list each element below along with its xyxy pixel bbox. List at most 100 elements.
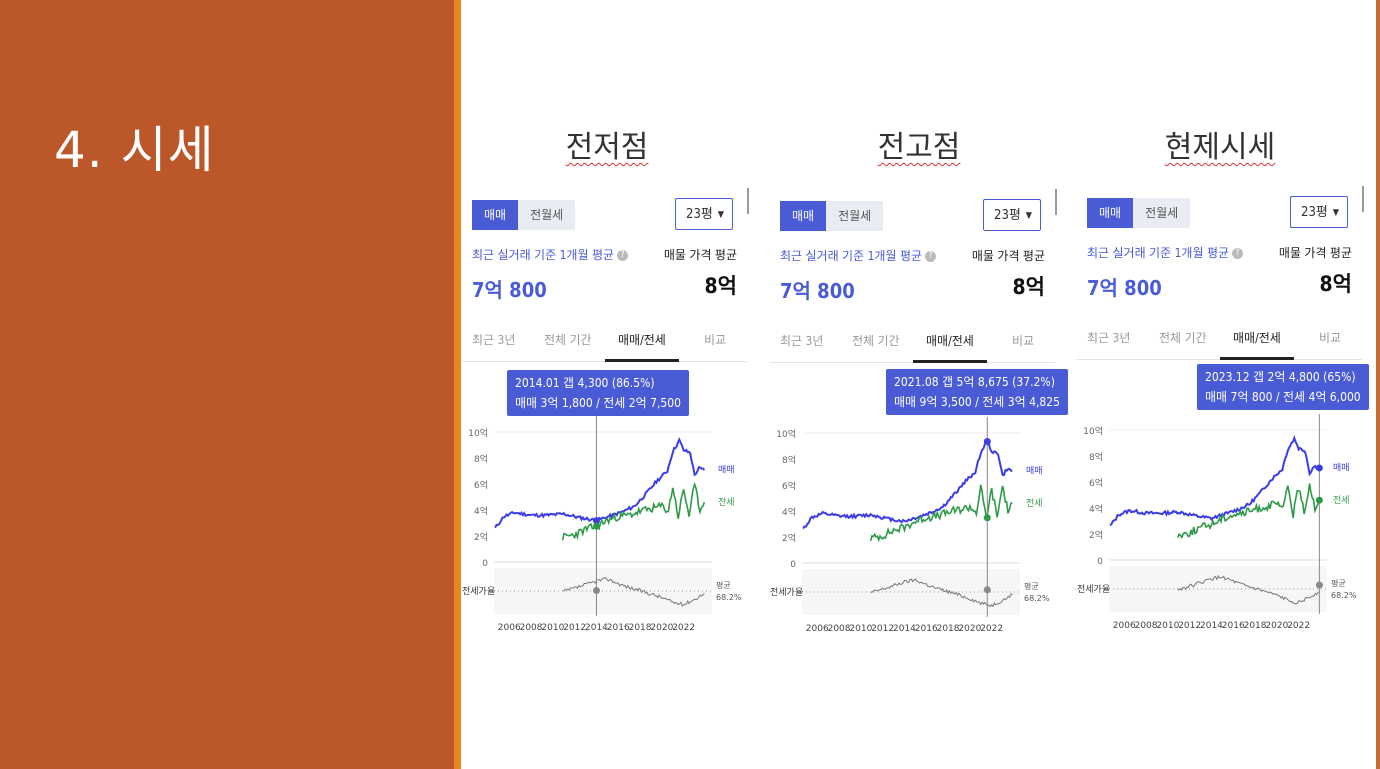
help-icon[interactable]: ? xyxy=(617,250,629,261)
y-tick-label: 10억 xyxy=(468,427,488,439)
x-tick-label: 2012 xyxy=(563,623,586,633)
tooltip-line-1: 2014.01 갭 4,300 (86.5%) xyxy=(515,376,655,390)
scrollbar[interactable] xyxy=(747,188,749,214)
x-tick-label: 2022 xyxy=(1287,621,1310,631)
y-tick-label: 8억 xyxy=(1089,451,1103,463)
tab-rent[interactable]: 전월세 xyxy=(1145,206,1179,220)
y-tick-label: 2억 xyxy=(1089,529,1103,541)
trade-type-toggle[interactable]: 매매 전월세 xyxy=(1087,198,1191,228)
tab-rent[interactable]: 전월세 xyxy=(530,208,564,222)
legend-buy: 매매 xyxy=(718,465,735,476)
period-tabs: 최근 3년 전체 기간 매매/전세 비교 xyxy=(1077,317,1362,360)
y-tick-label: 2억 xyxy=(474,531,488,543)
ask-price-label: 매물 가격 평균 xyxy=(663,248,737,262)
x-tick-label: 2018 xyxy=(629,623,652,633)
price-chart[interactable]: 10억8억6억4억2억0전세가율평균68.2%20062008201020122… xyxy=(462,416,747,636)
chevron-down-icon: ▼ xyxy=(1025,211,1032,221)
tab-recent-3y[interactable]: 최근 3년 xyxy=(472,333,516,347)
x-tick-label: 2008 xyxy=(828,624,851,634)
y-tick-label: 6억 xyxy=(1089,477,1103,489)
chevron-down-icon: ▼ xyxy=(1332,208,1339,218)
tooltip-line-2: 매매 3억 1,800 / 전세 2억 7,500 xyxy=(515,396,681,410)
x-tick-label: 2014 xyxy=(1200,621,1223,631)
x-tick-label: 2012 xyxy=(1178,621,1201,631)
active-tab-indicator xyxy=(605,359,679,362)
x-tick-label: 2014 xyxy=(585,623,608,633)
chart-tooltip: 2023.12 갭 2억 4,800 (65%) 매매 7억 800 / 전세 … xyxy=(1197,364,1369,410)
series-line-jeonse xyxy=(561,481,706,541)
accent-stripe xyxy=(454,0,461,769)
legend-jeonse: 전세 xyxy=(1026,498,1043,509)
tab-buy[interactable]: 매매 xyxy=(1087,198,1134,228)
tab-recent-3y[interactable]: 최근 3년 xyxy=(780,334,824,348)
size-select-value: 23평 xyxy=(1301,205,1328,220)
y-tick-label: 8억 xyxy=(782,454,796,466)
trade-type-toggle[interactable]: 매매 전월세 xyxy=(780,201,884,231)
x-tick-label: 2006 xyxy=(1113,621,1136,631)
tooltip-line-2: 매매 9억 3,500 / 전세 3억 4,825 xyxy=(894,395,1060,409)
ratio-label: 전세가율 xyxy=(462,586,495,597)
price-chart[interactable]: 10억8억6억4억2억0전세가율평균68.2%20062008201020122… xyxy=(770,417,1055,637)
chart-tooltip: 2021.08 갭 5억 8,675 (37.2%) 매매 9억 3,500 /… xyxy=(886,369,1068,415)
tab-compare[interactable]: 비교 xyxy=(1012,334,1035,348)
avg-label: 평균 xyxy=(716,580,731,590)
size-select-value: 23평 xyxy=(994,208,1021,223)
y-tick-label: 4억 xyxy=(782,506,796,518)
tab-compare[interactable]: 비교 xyxy=(1319,331,1342,345)
y-tick-label: 6억 xyxy=(474,479,488,491)
size-select[interactable]: 23평 ▼ xyxy=(675,198,733,230)
tab-rent[interactable]: 전월세 xyxy=(838,209,872,223)
avg-value: 68.2% xyxy=(716,593,742,602)
series-line-buy xyxy=(494,437,706,529)
recent-price-value: 7억 800 xyxy=(472,278,547,302)
series-line-buy xyxy=(1109,434,1320,527)
price-chart[interactable]: 10억8억6억4억2억0전세가율평균68.2%20062008201020122… xyxy=(1077,414,1362,634)
y-tick-label: 0 xyxy=(1097,557,1103,567)
size-select[interactable]: 23평 ▼ xyxy=(1290,196,1348,228)
tab-buy[interactable]: 매매 xyxy=(780,201,827,231)
x-tick-label: 2020 xyxy=(958,624,981,634)
help-icon[interactable]: ? xyxy=(925,251,937,262)
series-line-jeonse xyxy=(869,484,1013,543)
tab-compare[interactable]: 비교 xyxy=(704,333,727,347)
tab-buy[interactable]: 매매 xyxy=(472,200,519,230)
scrollbar[interactable] xyxy=(1362,186,1364,212)
size-select[interactable]: 23평 ▼ xyxy=(983,199,1041,231)
x-tick-label: 2022 xyxy=(980,624,1003,634)
y-tick-label: 0 xyxy=(482,559,488,569)
ask-price-value: 8억 xyxy=(1012,275,1045,299)
trade-type-toggle[interactable]: 매매 전월세 xyxy=(472,200,576,230)
tab-buy-jeonse[interactable]: 매매/전세 xyxy=(618,333,666,347)
scrollbar[interactable] xyxy=(1055,189,1057,215)
x-tick-label: 2022 xyxy=(672,623,695,633)
y-tick-label: 10억 xyxy=(1083,425,1103,437)
ask-price-value: 8억 xyxy=(1319,272,1352,296)
tab-recent-3y[interactable]: 최근 3년 xyxy=(1087,331,1131,345)
tab-buy-jeonse[interactable]: 매매/전세 xyxy=(926,334,974,348)
cursor-dot-jeonse xyxy=(592,522,600,530)
series-line-jeonse xyxy=(1176,483,1321,540)
tab-all-period[interactable]: 전체 기간 xyxy=(852,334,900,348)
x-tick-label: 2016 xyxy=(1222,621,1245,631)
active-tab-indicator xyxy=(913,360,987,363)
y-tick-label: 8억 xyxy=(474,453,488,465)
avg-label: 평균 xyxy=(1024,581,1039,591)
y-tick-label: 10억 xyxy=(776,428,796,440)
x-tick-label: 2006 xyxy=(806,624,829,634)
y-tick-label: 4억 xyxy=(1089,503,1103,515)
ask-price-label: 매물 가격 평균 xyxy=(1278,246,1352,260)
price-panel: 매매 전월세 23평 ▼ 최근 실거래 기준 1개월 평균? 매물 가격 평균 7… xyxy=(770,187,1068,637)
help-icon[interactable]: ? xyxy=(1232,248,1244,259)
cursor-dot-ratio xyxy=(983,586,991,594)
series-line-ratio xyxy=(562,577,705,607)
x-tick-label: 2008 xyxy=(520,623,543,633)
tab-all-period[interactable]: 전체 기간 xyxy=(544,333,592,347)
recent-price-label: 최근 실거래 기준 1개월 평균? xyxy=(1087,244,1244,261)
x-tick-label: 2020 xyxy=(1265,621,1288,631)
ratio-label: 전세가율 xyxy=(770,587,803,598)
tab-buy-jeonse[interactable]: 매매/전세 xyxy=(1233,331,1281,345)
y-tick-label: 2억 xyxy=(782,532,796,544)
ask-price-label: 매물 가격 평균 xyxy=(971,249,1045,263)
slide-title: 4. 시세 xyxy=(54,121,215,179)
tab-all-period[interactable]: 전체 기간 xyxy=(1159,331,1207,345)
